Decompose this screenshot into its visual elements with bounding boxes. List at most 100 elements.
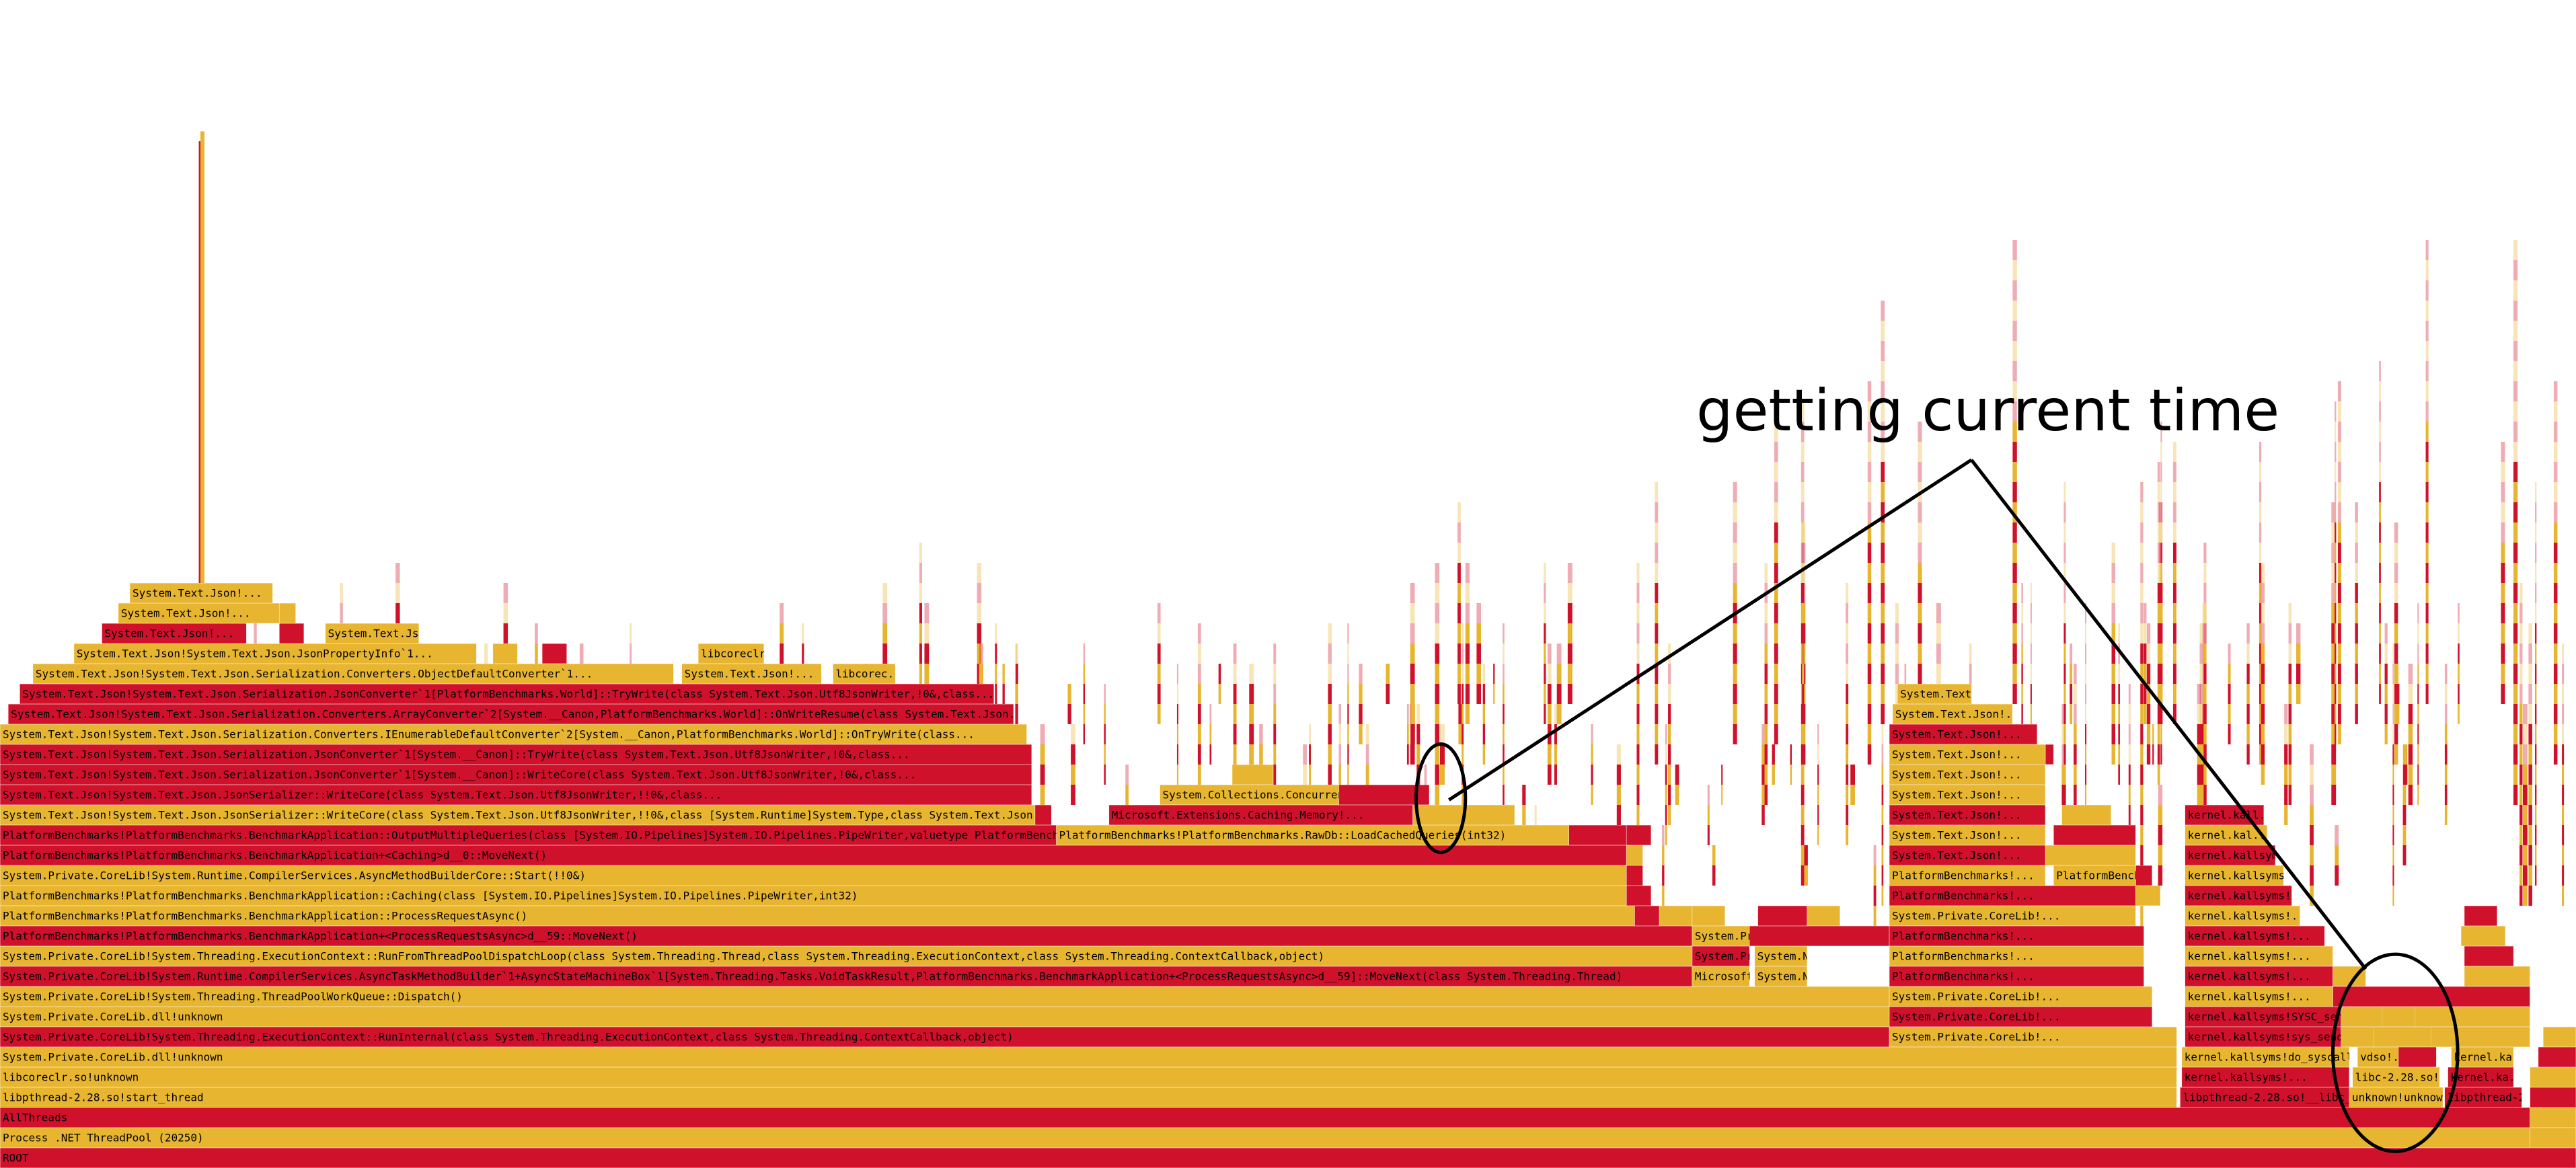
spike [1457, 603, 1461, 623]
spike [1547, 765, 1552, 785]
spike [2402, 845, 2407, 865]
spike [995, 644, 997, 664]
frame: System.Text.Json!System.Text.Json.Serial… [32, 664, 674, 684]
frame-box [2333, 986, 2530, 1007]
spike [2158, 603, 2163, 623]
spike [2111, 623, 2116, 644]
spike [2203, 744, 2207, 765]
spike [2417, 664, 2419, 684]
spike [2553, 704, 2558, 724]
frame-box [2185, 906, 2300, 926]
spike [1347, 765, 1349, 785]
spike [2084, 684, 2087, 704]
spike [2197, 785, 2201, 805]
spike [2172, 644, 2176, 664]
spike [2335, 543, 2337, 563]
spike [1733, 644, 1737, 664]
frame-box [1754, 966, 1807, 986]
spike [1556, 684, 1562, 704]
spike [2118, 664, 2120, 684]
spike [1249, 724, 1254, 744]
spike [2501, 482, 2505, 502]
spike [1435, 623, 1440, 644]
spike [1522, 805, 1526, 825]
frame [2061, 805, 2111, 825]
spike [1655, 704, 1659, 724]
spike [1328, 623, 1332, 644]
spike [2158, 865, 2163, 886]
spike [2444, 785, 2448, 805]
spike [919, 623, 922, 644]
spike [1867, 623, 1872, 644]
spike [2425, 664, 2429, 684]
frame: libcorec... [833, 664, 896, 684]
spike [919, 644, 922, 664]
spike [2379, 401, 2381, 422]
frame [1807, 906, 1840, 926]
spike [1801, 623, 1806, 644]
spike [2337, 563, 2341, 583]
annotation-text: getting current time [1696, 377, 2279, 444]
frame-label: kernel.kallsyms!... [2188, 849, 2311, 862]
spike [2157, 744, 2160, 765]
frames: ROOT Process .NET ThreadPool (20250) AllTh… [0, 583, 2576, 1168]
frame-label: System.Pr... [1695, 930, 1773, 943]
spike [977, 563, 982, 583]
spike [2259, 442, 2262, 462]
frame-box [2461, 926, 2505, 946]
frame: System.Private.CoreLib!System.Runtime.Co… [0, 966, 1692, 986]
spike [1457, 684, 1461, 704]
spike [2157, 502, 2160, 522]
spike [1273, 664, 1277, 684]
spike [1733, 724, 1737, 744]
spike [2337, 442, 2341, 462]
spike [2140, 522, 2144, 543]
spike [1157, 603, 1161, 623]
spike [1665, 785, 1667, 805]
spike [2392, 765, 2394, 785]
spike [1668, 664, 1671, 684]
spike [780, 644, 784, 664]
spike [2261, 644, 2265, 664]
spike [2012, 401, 2017, 422]
spike [2203, 603, 2207, 623]
spike [1209, 724, 1212, 744]
frame-box [2135, 886, 2161, 906]
spike [1817, 765, 1819, 785]
frame-box [1889, 765, 2046, 785]
spike [2118, 623, 2120, 644]
spike [2513, 522, 2518, 543]
spike [2562, 865, 2565, 886]
spike [1503, 684, 1505, 704]
spike [1002, 684, 1005, 704]
spike [1083, 664, 1086, 684]
spike [1665, 825, 1667, 845]
spike [2012, 482, 2017, 502]
frame: System.Text.Json!System.Text.Json.JsonSe… [0, 785, 1032, 805]
frame: System.Private.CoreLib!System.Threading.… [0, 986, 1889, 1007]
spike [1636, 603, 1640, 623]
spike [1801, 724, 1806, 744]
frame-box [1034, 805, 1052, 825]
frame-box [2543, 1027, 2576, 1047]
frame [1626, 886, 1651, 906]
frame [1338, 785, 1430, 805]
spike [1918, 623, 1922, 644]
spike [1867, 563, 1872, 583]
spike [1665, 724, 1667, 744]
spike [2128, 684, 2131, 704]
spike [2140, 502, 2144, 522]
spike [1482, 704, 1486, 724]
spike [1616, 805, 1621, 825]
spike [2030, 603, 2032, 623]
spike [2288, 724, 2292, 744]
spike [2379, 442, 2381, 462]
spike [2394, 724, 2398, 744]
spike [1544, 623, 1546, 644]
frame: System.Private.CoreLib!System.Threading.… [0, 1027, 1889, 1047]
spike [1482, 684, 1486, 704]
spike [882, 603, 888, 623]
frame: System.Text.Js... [325, 623, 419, 644]
spike [2337, 482, 2341, 502]
spike [2310, 825, 2314, 845]
